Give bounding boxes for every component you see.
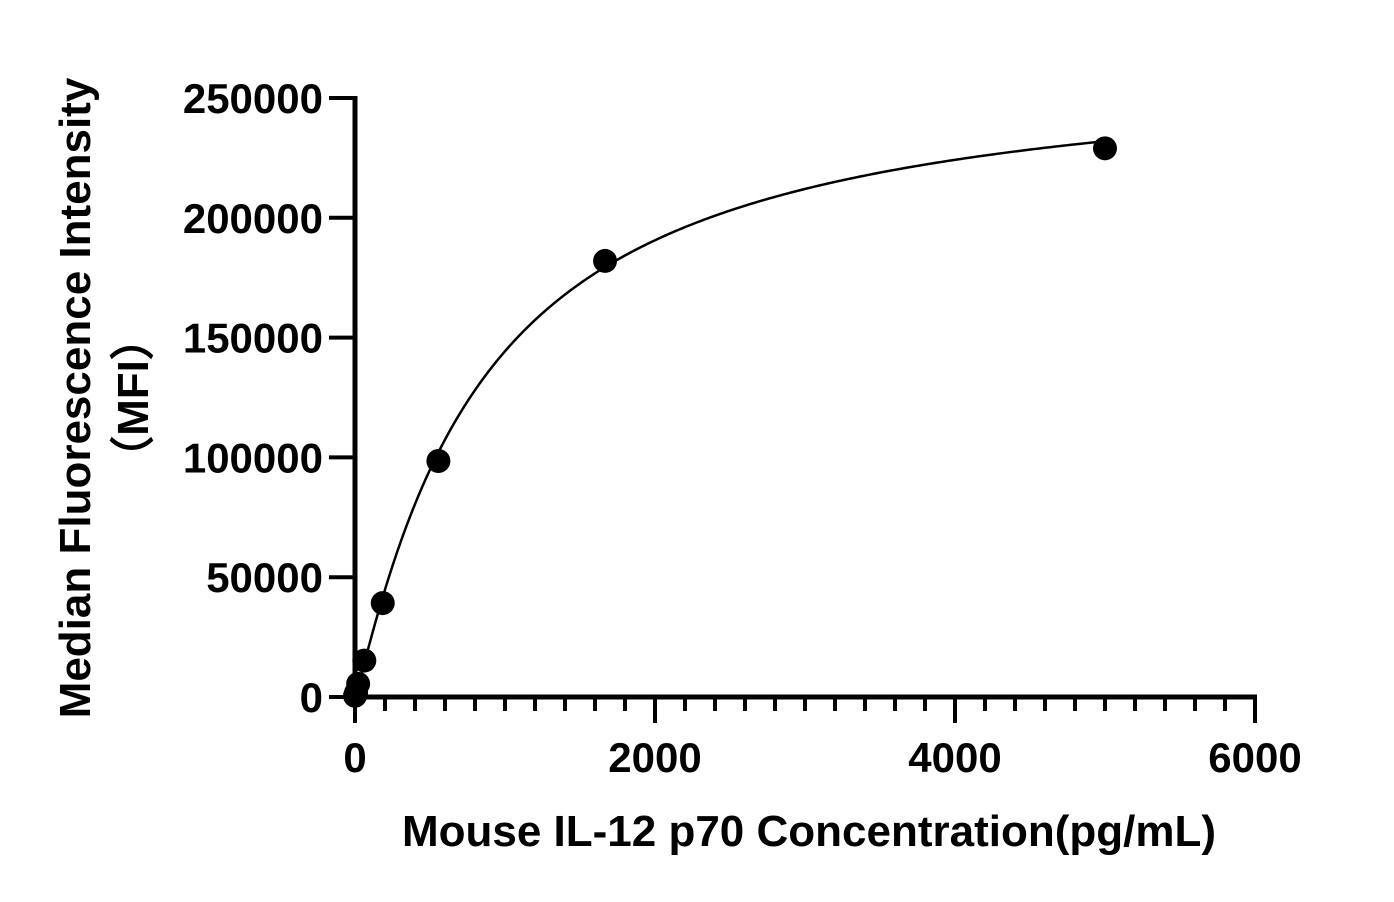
data-point bbox=[1093, 136, 1117, 161]
data-point bbox=[370, 591, 395, 616]
y-tick-label: 50000 bbox=[206, 554, 323, 601]
y-tick-label: 0 bbox=[300, 674, 323, 721]
x-axis-title: Mouse IL-12 p70 Concentration(pg/mL) bbox=[402, 807, 1216, 856]
y-tick-label: 100000 bbox=[183, 434, 323, 481]
data-point bbox=[593, 248, 618, 273]
data-point bbox=[346, 671, 371, 696]
x-tick-label: 6000 bbox=[1208, 734, 1301, 781]
tick-labels: 0 50000 100000 150000 200000 250000 0 2000 4000 6… bbox=[183, 75, 1302, 781]
fit-curve bbox=[353, 139, 1106, 698]
y-tick-label: 150000 bbox=[183, 315, 323, 362]
data-point bbox=[426, 448, 451, 473]
y-tick-label: 250000 bbox=[183, 75, 323, 122]
y-axis-title-unit: （MFI） bbox=[109, 316, 158, 480]
data-point bbox=[352, 648, 377, 673]
x-tick-label: 2000 bbox=[608, 734, 701, 781]
y-axis-title: Median Fluorescence Intensity bbox=[51, 77, 100, 718]
data-points bbox=[343, 136, 1117, 708]
axes bbox=[352, 96, 1257, 700]
x-tick-label: 0 bbox=[343, 734, 366, 781]
ticks bbox=[329, 96, 1257, 723]
x-tick-label: 4000 bbox=[908, 734, 1001, 781]
y-tick-label: 200000 bbox=[183, 195, 323, 242]
